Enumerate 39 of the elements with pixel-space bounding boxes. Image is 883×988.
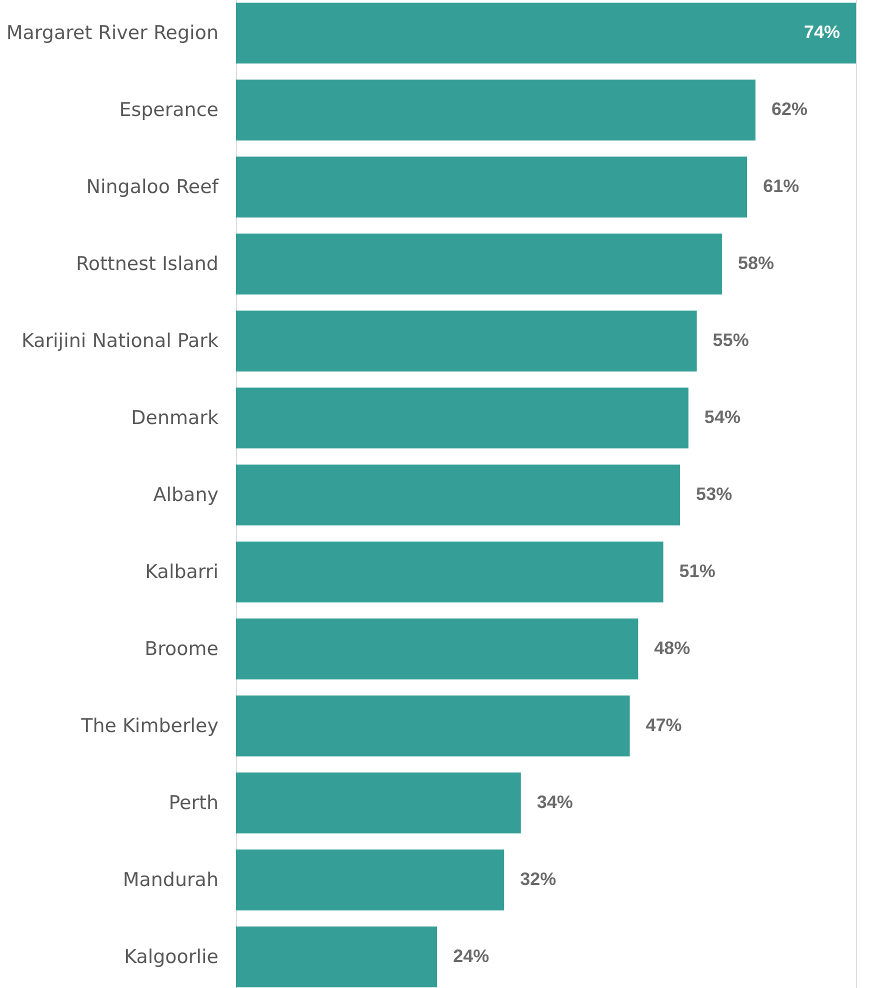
y-tick-label: Broome: [144, 638, 218, 660]
bar: [236, 2, 856, 64]
data-label: 48%: [654, 638, 690, 658]
data-label: 53%: [696, 484, 732, 504]
y-tick-label: The Kimberley: [80, 714, 218, 737]
data-label: 62%: [771, 99, 808, 120]
data-label: 32%: [520, 868, 556, 889]
bar: [236, 310, 697, 372]
bar: [236, 696, 630, 756]
bar: [236, 542, 664, 602]
bar: [236, 618, 638, 680]
y-tick-label: Mandurah: [122, 868, 218, 891]
y-tick-label: Kalgoorlie: [124, 946, 218, 968]
data-label: 61%: [763, 176, 800, 196]
data-label: 51%: [679, 560, 716, 581]
data-label: 58%: [738, 253, 774, 274]
y-tick-label: Perth: [168, 792, 218, 814]
data-label: 74%: [804, 22, 840, 42]
data-label: 24%: [453, 946, 490, 966]
y-tick-label: Rottnest Island: [76, 253, 218, 276]
bar: [236, 464, 680, 526]
y-tick-label: Kalbarri: [145, 560, 218, 583]
bar: [236, 772, 521, 834]
bar: [236, 388, 688, 448]
y-tick-label: Margaret River Region: [6, 22, 218, 44]
y-tick-label: Albany: [153, 484, 218, 506]
y-tick-label: Esperance: [119, 99, 218, 122]
data-label: 54%: [704, 407, 740, 428]
bar: [236, 234, 722, 294]
data-label: 55%: [712, 330, 749, 350]
y-tick-label: Karijini National Park: [21, 330, 218, 352]
data-label: 47%: [646, 714, 682, 735]
bar: [236, 156, 748, 218]
bar: [236, 926, 438, 988]
bar: [236, 80, 756, 140]
y-tick-label: Ningaloo Reef: [86, 176, 220, 198]
data-label: 34%: [536, 792, 573, 812]
bar: [236, 850, 504, 910]
y-tick-label: Denmark: [131, 407, 218, 430]
